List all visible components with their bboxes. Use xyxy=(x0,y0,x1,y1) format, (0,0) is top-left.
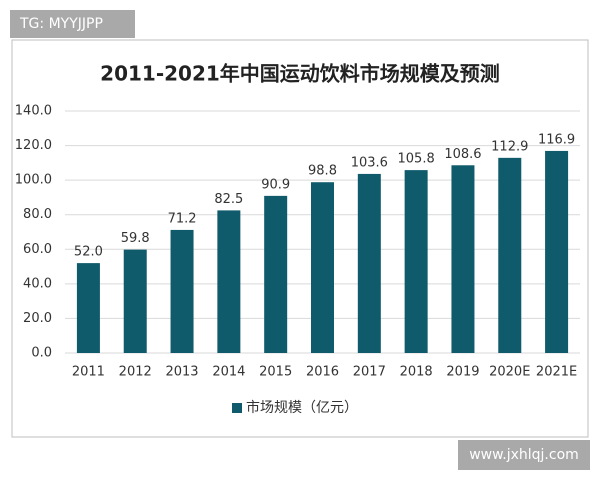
x-tick-label: 2021E xyxy=(536,365,577,380)
bar xyxy=(545,150,569,353)
value-label: 116.9 xyxy=(538,132,575,147)
legend-label: 市场规模（亿元） xyxy=(246,399,358,416)
x-tick-label: 2020E xyxy=(489,365,530,380)
x-tick-label: 2019 xyxy=(446,365,479,380)
x-tick-label: 2011 xyxy=(72,365,105,380)
value-label: 82.5 xyxy=(214,192,243,207)
value-label: 71.2 xyxy=(168,211,197,226)
watermark-box xyxy=(10,10,135,38)
value-label: 103.6 xyxy=(351,155,388,170)
value-label: 105.8 xyxy=(398,152,435,167)
x-tick-label: 2012 xyxy=(119,365,152,380)
bar xyxy=(170,229,194,353)
watermark: www.jxhlqj.com xyxy=(469,447,579,463)
y-tick-label: 120.0 xyxy=(15,138,52,153)
y-tick-label: 20.0 xyxy=(23,311,52,326)
value-label: 98.8 xyxy=(308,164,337,179)
value-label: 59.8 xyxy=(121,231,150,246)
bar xyxy=(311,182,334,353)
x-tick-label: 2015 xyxy=(259,365,292,380)
y-tick-label: 140.0 xyxy=(15,104,52,119)
y-tick-label: 60.0 xyxy=(23,242,52,257)
value-label: 112.9 xyxy=(491,139,528,154)
bar xyxy=(357,173,381,353)
x-tick-label: 2016 xyxy=(306,365,339,380)
value-label: 108.6 xyxy=(444,147,481,162)
y-tick-label: 40.0 xyxy=(23,276,52,291)
bar xyxy=(451,165,475,353)
bar xyxy=(264,195,288,353)
x-tick-label: 2013 xyxy=(165,365,198,380)
bar xyxy=(404,170,428,353)
watermark: TG: MYYJJPP xyxy=(19,16,103,32)
bar xyxy=(123,249,147,353)
bar xyxy=(76,263,100,353)
y-tick-label: 80.0 xyxy=(23,207,52,222)
value-label: 52.0 xyxy=(74,245,103,260)
x-tick-label: 2018 xyxy=(400,365,433,380)
y-tick-label: 0.0 xyxy=(31,346,52,361)
bar xyxy=(498,157,522,353)
watermark-box xyxy=(458,440,590,470)
bar xyxy=(217,210,241,353)
value-label: 90.9 xyxy=(261,177,290,192)
y-tick-label: 100.0 xyxy=(15,173,52,188)
x-tick-label: 2014 xyxy=(212,365,245,380)
x-tick-label: 2017 xyxy=(353,365,386,380)
legend-swatch xyxy=(232,403,242,413)
chart-frame xyxy=(11,39,589,438)
chart-title: 2011-2021年中国运动饮料市场规模及预测 xyxy=(100,62,500,86)
